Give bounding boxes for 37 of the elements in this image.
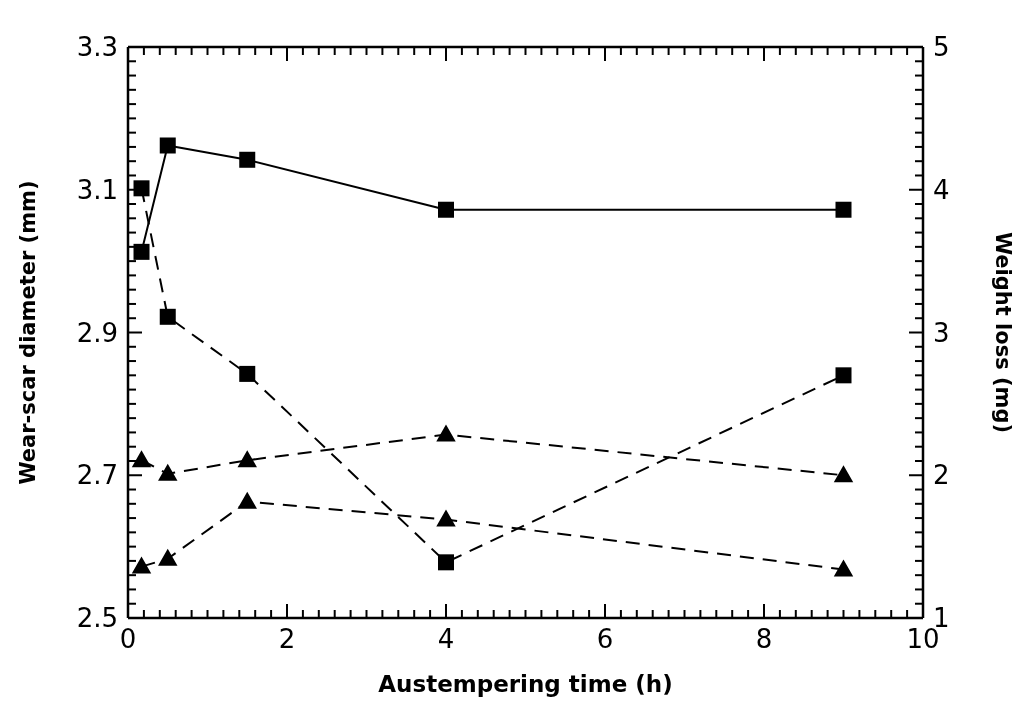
y-axis-title: Wear-scar diameter (mm) — [16, 180, 41, 485]
point — [133, 243, 150, 260]
x-tick-label: 0 — [119, 624, 137, 654]
x-axis-title: Austempering time (h) — [378, 671, 673, 697]
point — [159, 308, 176, 325]
x-tick-label: 6 — [596, 624, 614, 654]
y2-axis-title: Weight loss (mg) — [990, 231, 1015, 434]
y-tick-label: 3.1 — [76, 174, 118, 205]
point — [835, 201, 852, 218]
point — [239, 365, 256, 382]
y2-tick-label: 4 — [933, 174, 950, 205]
point — [238, 492, 257, 509]
y2-tick-label: 3 — [933, 317, 950, 348]
point — [438, 554, 454, 571]
y-tick-label: 2.9 — [76, 317, 118, 348]
y-tick-label: 2.5 — [76, 603, 118, 634]
point — [834, 466, 853, 483]
point — [133, 180, 150, 197]
point — [132, 451, 151, 468]
point — [132, 557, 151, 574]
y2-tick-label: 2 — [933, 460, 950, 491]
y-tick-label: 3.3 — [76, 32, 118, 63]
x-tick-label: 8 — [755, 624, 773, 654]
point — [437, 425, 455, 442]
y-tick-label: 2.7 — [76, 460, 118, 491]
point — [834, 560, 853, 577]
x-tick-label: 4 — [437, 624, 455, 654]
point — [239, 151, 256, 168]
point — [437, 510, 455, 527]
point — [158, 549, 177, 566]
point — [835, 367, 852, 384]
point — [438, 201, 454, 218]
y2-tick-label: 5 — [933, 32, 950, 63]
point — [159, 137, 176, 154]
point — [158, 464, 177, 481]
point — [238, 451, 257, 468]
x-tick-label: 2 — [278, 624, 296, 654]
